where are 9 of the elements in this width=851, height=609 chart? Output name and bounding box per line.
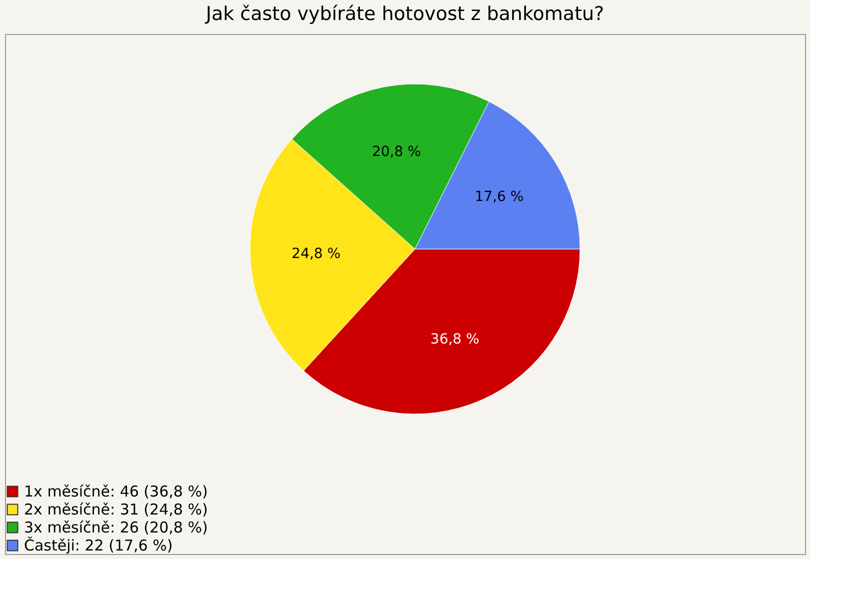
legend-label: 1x měsíčně: 46 (36,8 %) (24, 482, 208, 500)
data-label: 36,8 % (430, 332, 480, 348)
data-label: 17,6 % (474, 189, 524, 206)
data-label: 20,8 % (372, 144, 421, 160)
legend-label: 2x měsíčně: 31 (24,8 %) (24, 500, 208, 518)
data-label: 24,8 % (292, 246, 341, 262)
legend-label: 3x měsíčně: 26 (20,8 %) (24, 518, 208, 536)
legend-label: Častěji: 22 (17,6 %) (24, 536, 173, 554)
chart-title: Jak často vybíráte hotovost z bankomatu? (204, 3, 604, 25)
